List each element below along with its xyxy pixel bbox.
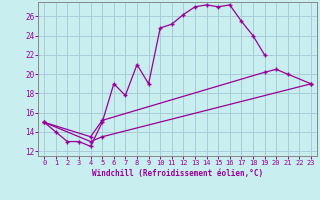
X-axis label: Windchill (Refroidissement éolien,°C): Windchill (Refroidissement éolien,°C) bbox=[92, 169, 263, 178]
